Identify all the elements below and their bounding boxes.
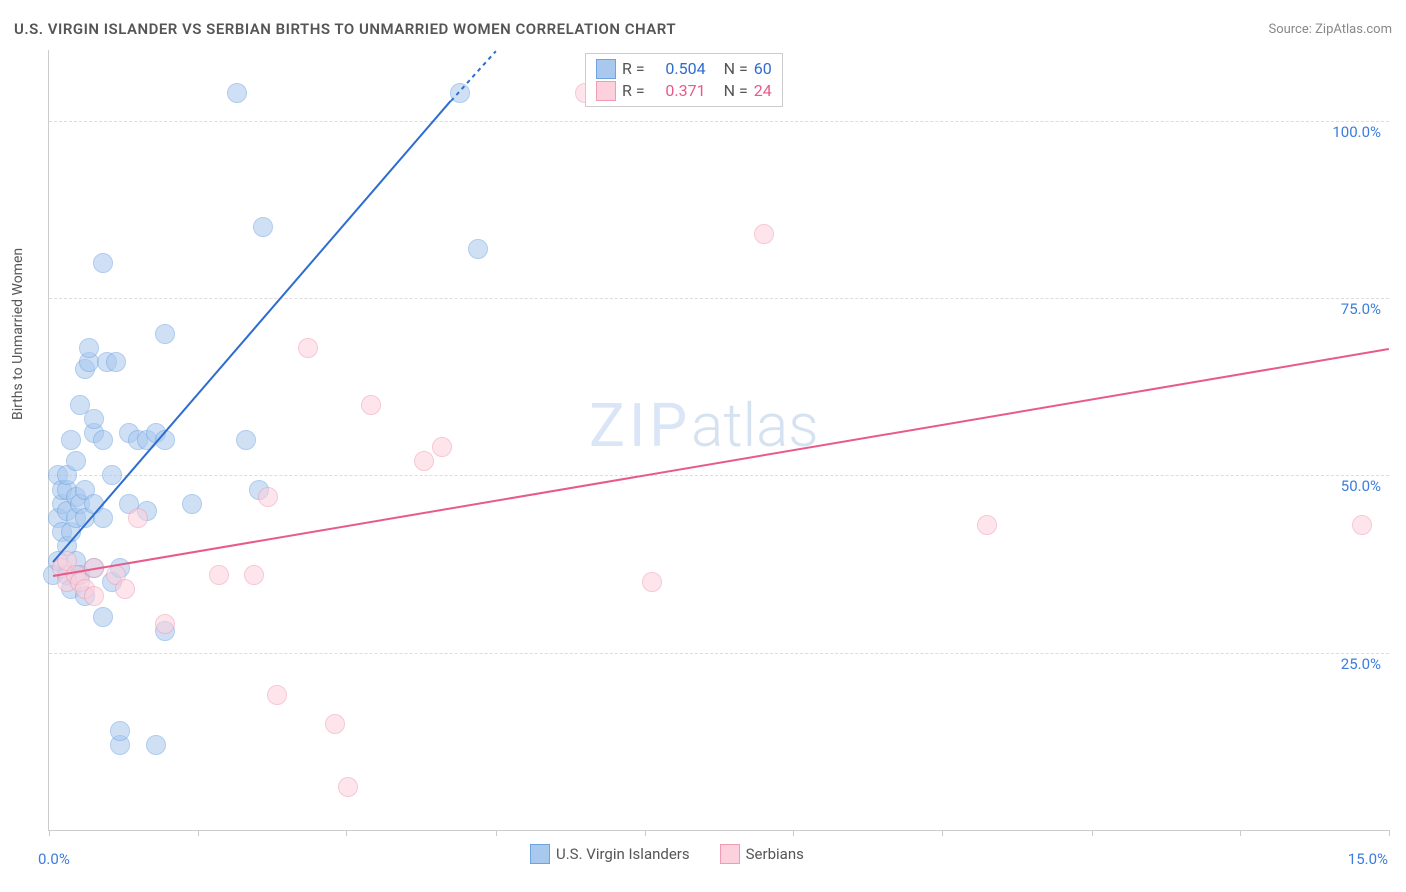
x-tick <box>496 830 497 836</box>
legend-item: U.S. Virgin Islanders <box>530 843 690 865</box>
data-point <box>361 395 381 415</box>
x-tick <box>942 830 943 836</box>
trend-line <box>53 348 1389 577</box>
chart-title: U.S. VIRGIN ISLANDER VS SERBIAN BIRTHS T… <box>14 20 676 38</box>
y-tick-label: 50.0% <box>1341 477 1381 495</box>
legend-item: Serbians <box>720 843 804 865</box>
data-point <box>84 586 104 606</box>
data-point <box>93 253 113 273</box>
data-point <box>325 714 345 734</box>
data-point <box>93 607 113 627</box>
gridline <box>49 653 1389 654</box>
data-point <box>298 338 318 358</box>
stats-legend: R =0.504N =60R =0.371N =24 <box>585 53 783 107</box>
scatter-plot-area: ZIPatlas 25.0%50.0%75.0%100.0% <box>48 50 1389 831</box>
stats-legend-row: R =0.504N =60 <box>596 58 772 80</box>
legend-swatch <box>596 59 616 79</box>
data-point <box>227 83 247 103</box>
data-point <box>468 239 488 259</box>
x-tick-max: 15.0% <box>1348 850 1388 868</box>
data-point <box>414 451 434 471</box>
y-tick-label: 25.0% <box>1341 655 1381 673</box>
legend-swatch <box>530 844 550 864</box>
data-point <box>106 352 126 372</box>
gridline <box>49 121 1389 122</box>
data-point <box>115 579 135 599</box>
trend-line <box>450 50 496 101</box>
source-attribution: Source: ZipAtlas.com <box>1268 22 1392 37</box>
gridline <box>49 298 1389 299</box>
data-point <box>258 487 278 507</box>
data-point <box>146 735 166 755</box>
data-point <box>93 430 113 450</box>
data-point <box>236 430 256 450</box>
data-point <box>182 494 202 514</box>
stats-legend-row: R =0.371N =24 <box>596 80 772 102</box>
x-tick <box>346 830 347 836</box>
data-point <box>61 430 81 450</box>
series-legend: U.S. Virgin Islanders Serbians <box>530 843 804 865</box>
data-point <box>155 614 175 634</box>
data-point <box>642 572 662 592</box>
x-tick <box>1240 830 1241 836</box>
data-point <box>84 409 104 429</box>
y-tick-label: 100.0% <box>1332 123 1381 141</box>
legend-swatch <box>720 844 740 864</box>
data-point <box>1352 515 1372 535</box>
data-point <box>253 217 273 237</box>
data-point <box>338 777 358 797</box>
data-point <box>66 451 86 471</box>
data-point <box>128 508 148 528</box>
gridline <box>49 475 1389 476</box>
data-point <box>79 338 99 358</box>
data-point <box>754 224 774 244</box>
data-point <box>110 721 130 741</box>
data-point <box>432 437 452 457</box>
data-point <box>155 324 175 344</box>
y-axis-label: Births to Unmarried Women <box>10 248 26 420</box>
data-point <box>209 565 229 585</box>
x-tick <box>198 830 199 836</box>
x-tick <box>793 830 794 836</box>
x-tick <box>1092 830 1093 836</box>
x-tick-min: 0.0% <box>38 850 70 868</box>
data-point <box>267 685 287 705</box>
x-tick <box>1389 830 1390 836</box>
data-point <box>977 515 997 535</box>
x-tick <box>645 830 646 836</box>
legend-swatch <box>596 81 616 101</box>
x-tick <box>49 830 50 836</box>
y-tick-label: 75.0% <box>1341 300 1381 318</box>
data-point <box>244 565 264 585</box>
